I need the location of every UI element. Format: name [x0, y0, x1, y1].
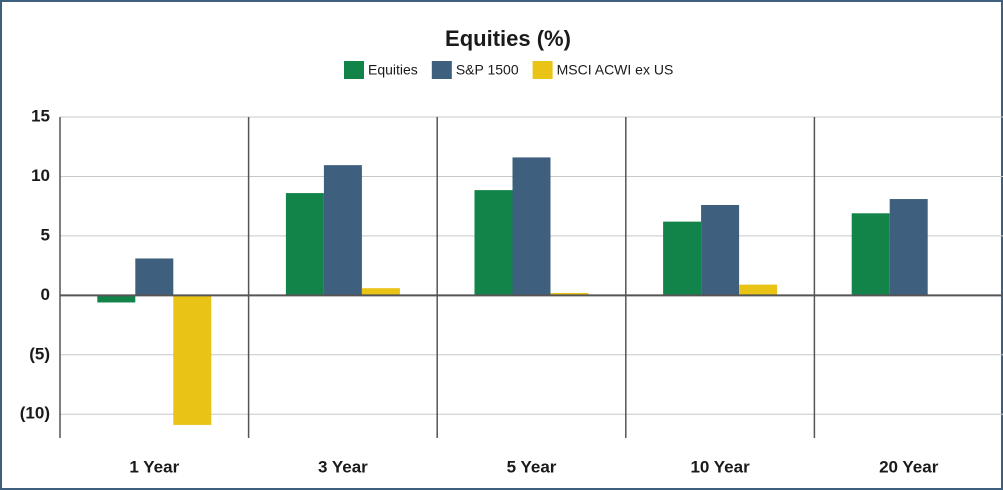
bar [323, 165, 362, 296]
y-tick-label: (10) [20, 404, 50, 423]
bar [361, 288, 400, 296]
x-tick-label: 20 Year [879, 457, 939, 476]
chart-title: Equities (%) [445, 26, 571, 51]
bar [739, 284, 778, 296]
y-tick-label: 15 [31, 106, 50, 125]
bar [173, 295, 212, 425]
bar [97, 295, 136, 303]
x-tick-label: 3 Year [318, 457, 368, 476]
y-tick-label: (5) [29, 344, 50, 363]
x-tick-label: 10 Year [690, 457, 750, 476]
bar [285, 193, 324, 296]
bar [512, 157, 551, 296]
legend-label: Equities [368, 62, 418, 78]
y-tick-label: 0 [41, 285, 50, 304]
bar [701, 204, 740, 296]
bar [135, 258, 174, 296]
legend-label: S&P 1500 [456, 62, 519, 78]
y-tick-label: 10 [31, 166, 50, 185]
x-tick-label: 1 Year [129, 457, 179, 476]
bar [550, 292, 589, 296]
bar [851, 213, 890, 296]
x-tick-label: 5 Year [507, 457, 557, 476]
legend-swatch [344, 61, 364, 79]
y-tick-label: 5 [41, 225, 50, 244]
legend-label: MSCI ACWI ex US [557, 62, 674, 78]
bar [474, 190, 513, 296]
legend-swatch [431, 61, 452, 79]
legend-swatch [532, 61, 553, 79]
bar [663, 221, 702, 296]
bar [889, 199, 928, 296]
